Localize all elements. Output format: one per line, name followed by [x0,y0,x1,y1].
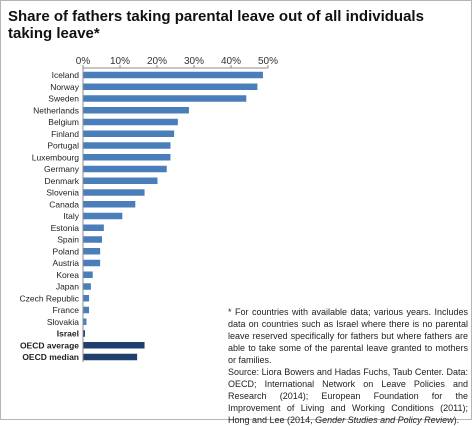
category-label-spain: Spain [57,235,79,245]
category-label-canada: Canada [49,199,79,209]
category-label-netherlands: Netherlands [33,105,79,115]
category-label-germany: Germany [44,164,80,174]
source-suffix: ). [453,415,460,425]
footnote: * For countries with available data; var… [228,306,468,426]
bar-estonia [83,224,104,231]
category-label-luxembourg: Luxembourg [32,152,80,162]
x-tick-label: 20% [147,56,167,67]
bar-austria [83,259,101,267]
category-label-austria: Austria [53,258,80,268]
category-label-oecd-median: OECD median [22,352,79,362]
category-label-poland: Poland [53,246,80,256]
x-tick-label: 10% [110,56,130,67]
category-label-slovakia: Slovakia [47,317,79,327]
category-label-slovenia: Slovenia [46,188,79,198]
bar-israel [83,330,85,337]
bar-norway [83,83,258,90]
bar-japan [83,283,91,290]
bar-portugal [83,142,171,149]
x-tick-label: 0% [76,56,91,67]
bar-poland [83,248,101,255]
bar-oecd-average [83,342,145,349]
category-label-estonia: Estonia [51,223,80,233]
category-label-denmark: Denmark [45,176,80,186]
bar-netherlands [83,107,189,114]
source-prefix: Source: Liora Bowers and Hadas Fuchs, Ta… [228,367,468,425]
bar-canada [83,201,136,208]
category-label-korea: Korea [56,270,79,280]
bar-czech-republic [83,295,90,302]
bar-slovenia [83,189,145,196]
bar-belgium [83,118,178,126]
category-label-finland: Finland [51,129,79,139]
category-label-italy: Italy [63,211,79,221]
bar-france [83,306,90,314]
source-text: Source: Liora Bowers and Hadas Fuchs, Ta… [228,366,468,426]
bar-spain [83,236,102,243]
bar-finland [83,130,175,137]
bar-italy [83,212,123,220]
chart-title: Share of fathers taking parental leave o… [8,8,424,42]
category-label-belgium: Belgium [48,117,79,127]
category-label-oecd-average: OECD average [20,340,79,350]
x-tick-label: 40% [221,56,241,67]
bar-oecd-median [83,353,138,361]
footnote-text: * For countries with available data; var… [228,307,468,365]
category-label-sweden: Sweden [48,94,79,104]
x-tick-label: 30% [184,56,204,67]
category-label-iceland: Iceland [52,70,80,80]
bar-korea [83,271,93,278]
bar-luxembourg [83,154,171,161]
bar-slovakia [83,318,87,325]
bar-germany [83,165,167,173]
category-label-norway: Norway [50,82,80,92]
x-tick-label: 50% [258,56,278,67]
bar-iceland [83,71,263,79]
category-label-portugal: Portugal [47,141,79,151]
category-label-japan: Japan [56,282,79,292]
bar-denmark [83,177,158,184]
category-label-czech-republic: Czech Republic [19,293,79,303]
category-label-france: France [53,305,80,315]
category-label-israel: Israel [57,329,79,339]
source-journal: Gender Studies and Policy Review [315,415,454,425]
bar-sweden [83,95,247,102]
